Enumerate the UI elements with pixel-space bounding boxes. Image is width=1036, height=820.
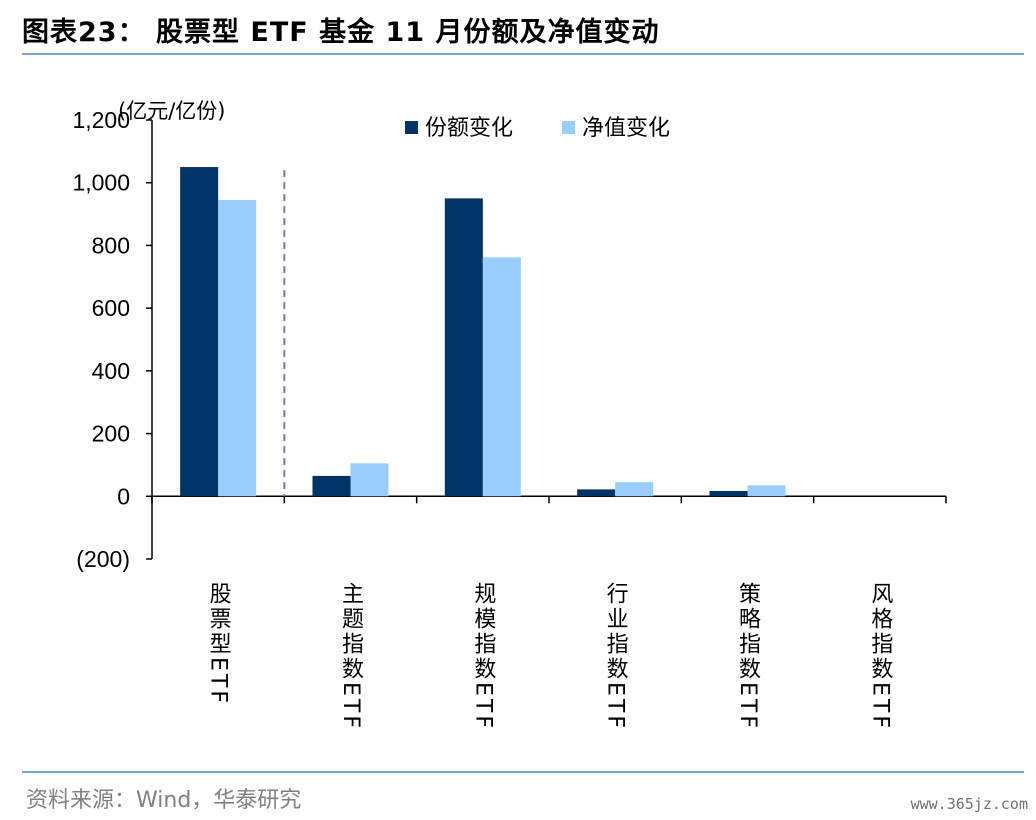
axes: (200) 0 200 400 600 800 1,000 1,200 (72, 107, 947, 572)
y-tick-label: 600 (92, 295, 130, 321)
bar-chart: (亿元/亿份) 份额变化 净值变化 (200) 0 200 400 600 800 1,000… (72, 99, 947, 731)
category-label: 股票型ETF (206, 582, 232, 706)
y-tick-label: 1,200 (72, 107, 130, 133)
y-tick-label: 200 (92, 421, 130, 447)
footer-divider (22, 771, 1024, 773)
watermark: www.365jz.com (910, 795, 1028, 813)
bar-nav-change (350, 463, 389, 497)
bar-share-change (709, 490, 748, 497)
title-divider (22, 53, 1024, 55)
bar-share-change (180, 167, 219, 497)
legend-label: 份额变化 (425, 116, 513, 141)
legend: 份额变化 净值变化 (405, 116, 670, 141)
legend-swatch (562, 121, 575, 134)
y-tick-label: 1,000 (72, 170, 130, 196)
y-tick-label: 0 (117, 483, 130, 509)
y-tick-label: (200) (76, 546, 130, 572)
category-label: 行业指数ETF (603, 582, 629, 731)
y-tick-label: 800 (92, 232, 130, 258)
category-label: 主题指数ETF (338, 582, 364, 731)
category-label: 风格指数ETF (867, 582, 893, 731)
bars (180, 167, 786, 497)
category-label: 规模指数ETF (470, 582, 496, 731)
unit-label: (亿元/亿份) (118, 99, 225, 123)
y-tick-label: 400 (92, 358, 130, 384)
bar-nav-change (482, 257, 521, 497)
bar-nav-change (747, 485, 786, 497)
legend-swatch (405, 121, 418, 134)
category-labels: 股票型ETF 主题指数ETF 规模指数ETF 行业指数ETF 策略指数ETF 风格指数ET… (206, 582, 894, 731)
bar-nav-change (615, 482, 654, 497)
bar-share-change (444, 198, 483, 497)
source-note: 资料来源：Wind，华泰研究 (26, 788, 302, 813)
bar-share-change (312, 475, 351, 497)
chart-title: 图表23： 股票型 ETF 基金 11 月份额及净值变动 (22, 17, 660, 48)
category-label: 策略指数ETF (735, 582, 761, 731)
bar-share-change (577, 489, 616, 497)
bar-nav-change (218, 199, 257, 497)
legend-label: 净值变化 (582, 116, 670, 141)
